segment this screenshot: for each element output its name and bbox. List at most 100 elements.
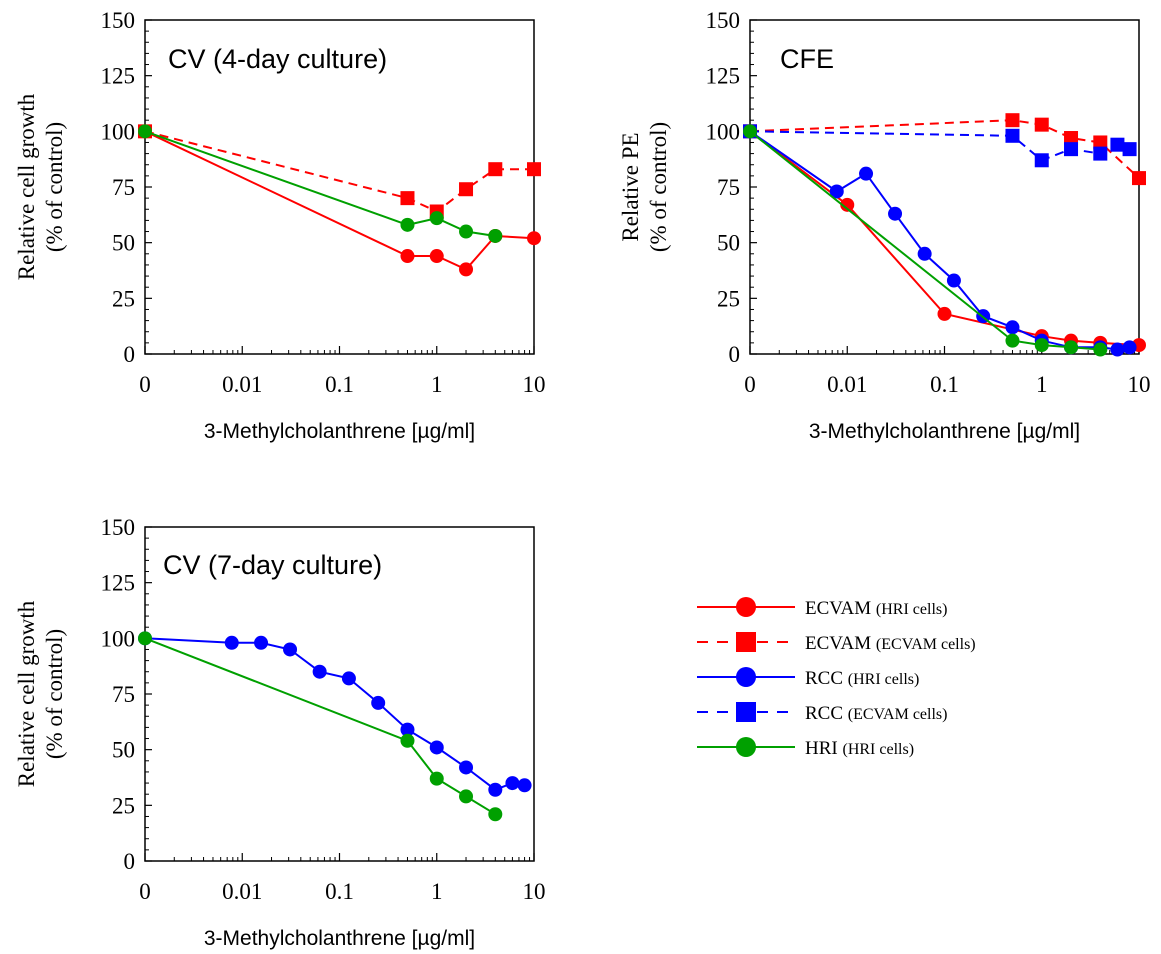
data-point — [429, 211, 444, 226]
series-hri-hri-cells — [743, 124, 1108, 357]
data-point — [400, 249, 415, 264]
data-point — [1034, 117, 1049, 132]
series-rcc-ecvam-cells — [743, 124, 1137, 168]
data-point — [527, 231, 541, 246]
data-point — [224, 635, 239, 650]
data-point — [459, 224, 474, 239]
x-axis-title: 3-Methylcholanthrene [µg/ml] — [204, 927, 475, 950]
y-tick-label: 75 — [717, 175, 740, 200]
x-tick-label: 0 — [139, 879, 151, 904]
data-point — [917, 246, 932, 261]
x-tick-label: 0.01 — [827, 372, 867, 397]
data-point — [743, 124, 757, 139]
data-point — [488, 162, 503, 177]
x-tick-label: 10 — [523, 372, 546, 397]
data-point — [1093, 146, 1108, 161]
y-axis-title: Relative cell growth — [14, 93, 39, 280]
data-point — [1005, 333, 1020, 348]
y-axis-title: Relative PE — [618, 132, 643, 241]
x-axis-title: 3-Methylcholanthrene [µg/ml] — [204, 420, 475, 443]
data-point — [1005, 128, 1020, 143]
data-point — [829, 184, 844, 199]
series-hri-hri-cells — [138, 124, 503, 243]
data-point — [429, 740, 444, 755]
legend-entry: ECVAM (HRI cells) — [697, 597, 947, 619]
x-tick-label: 10 — [1128, 372, 1151, 397]
data-point — [1132, 171, 1146, 186]
series-ecvam-hri-cells — [743, 124, 1146, 353]
y-tick-label: 0 — [729, 342, 741, 367]
legend-label-name: RCC — [805, 703, 848, 724]
data-point — [400, 217, 415, 232]
y-tick-label: 25 — [717, 286, 740, 311]
legend-label: ECVAM (ECVAM cells) — [805, 633, 976, 654]
y-axis-title: Relative cell growth — [14, 600, 39, 787]
x-tick-label: 0.1 — [930, 372, 959, 397]
data-point — [1064, 142, 1079, 157]
y-tick-label: 50 — [112, 231, 135, 256]
x-tick-label: 0 — [744, 372, 756, 397]
y-tick-label: 50 — [112, 738, 135, 763]
legend-label-name: ECVAM — [805, 633, 876, 654]
data-point — [371, 695, 386, 710]
data-point — [488, 228, 503, 243]
legend-entry: RCC (HRI cells) — [697, 667, 919, 689]
series-line — [749, 119, 1140, 179]
data-point — [283, 642, 298, 657]
data-point — [527, 162, 541, 177]
data-point — [459, 262, 474, 277]
y-tick-label: 75 — [112, 682, 135, 707]
y-tick-label: 125 — [706, 64, 741, 89]
x-tick-label: 0.1 — [325, 879, 354, 904]
data-point — [1064, 131, 1079, 146]
legend-label: ECVAM (HRI cells) — [805, 598, 947, 619]
legend-label-detail: (HRI cells) — [848, 671, 920, 688]
series-rcc-hri-cells — [138, 631, 532, 797]
series-ecvam-ecvam-cells — [138, 124, 541, 219]
legend-marker-square — [736, 632, 756, 652]
data-point — [254, 635, 269, 650]
x-tick-label: 0 — [139, 372, 151, 397]
legend-label-name: ECVAM — [805, 598, 876, 619]
y-tick-label: 100 — [101, 119, 136, 144]
data-point — [1034, 338, 1049, 353]
y-tick-label: 100 — [101, 626, 136, 651]
data-point — [1110, 342, 1125, 357]
legend-entry: ECVAM (ECVAM cells) — [697, 632, 976, 654]
data-point — [517, 778, 532, 793]
legend-marker-square — [736, 702, 756, 722]
y-tick-label: 125 — [101, 64, 136, 89]
data-point — [488, 807, 503, 822]
data-point — [1122, 340, 1137, 355]
data-point — [1005, 320, 1020, 335]
x-tick-label: 10 — [523, 879, 546, 904]
y-tick-label: 150 — [101, 515, 136, 540]
legend-label-name: RCC — [805, 668, 848, 689]
legend: ECVAM (HRI cells)ECVAM (ECVAM cells)RCC … — [697, 597, 976, 759]
legend-label-name: HRI — [805, 738, 842, 759]
legend-marker-circle — [736, 597, 756, 617]
data-point — [459, 182, 474, 197]
legend-label-detail: (ECVAM cells) — [876, 636, 976, 653]
legend-label-detail: (HRI cells) — [842, 741, 914, 758]
series-rcc-hri-cells — [743, 124, 1137, 357]
data-point — [1110, 137, 1125, 152]
data-point — [400, 733, 415, 748]
legend-label: RCC (HRI cells) — [805, 668, 919, 689]
x-tick-label: 0.01 — [222, 879, 262, 904]
y-tick-label: 125 — [101, 571, 136, 596]
chart-panel-2: 0 25 50 75 100 125 150 0 0.01 0.1 1 10 3-Methylchola… — [618, 8, 1151, 443]
y-tick-label: 0 — [124, 849, 136, 874]
panel-title: CFE — [780, 44, 834, 74]
data-point — [840, 197, 855, 212]
y-tick-label: 100 — [706, 119, 741, 144]
data-point — [459, 760, 474, 775]
data-point — [312, 664, 327, 679]
data-point — [1034, 153, 1049, 168]
data-point — [1093, 342, 1108, 357]
data-point — [488, 782, 503, 797]
data-point — [429, 249, 444, 264]
data-point — [429, 771, 444, 786]
y-axis-title: (% of control) — [42, 629, 67, 759]
data-point — [341, 671, 356, 686]
